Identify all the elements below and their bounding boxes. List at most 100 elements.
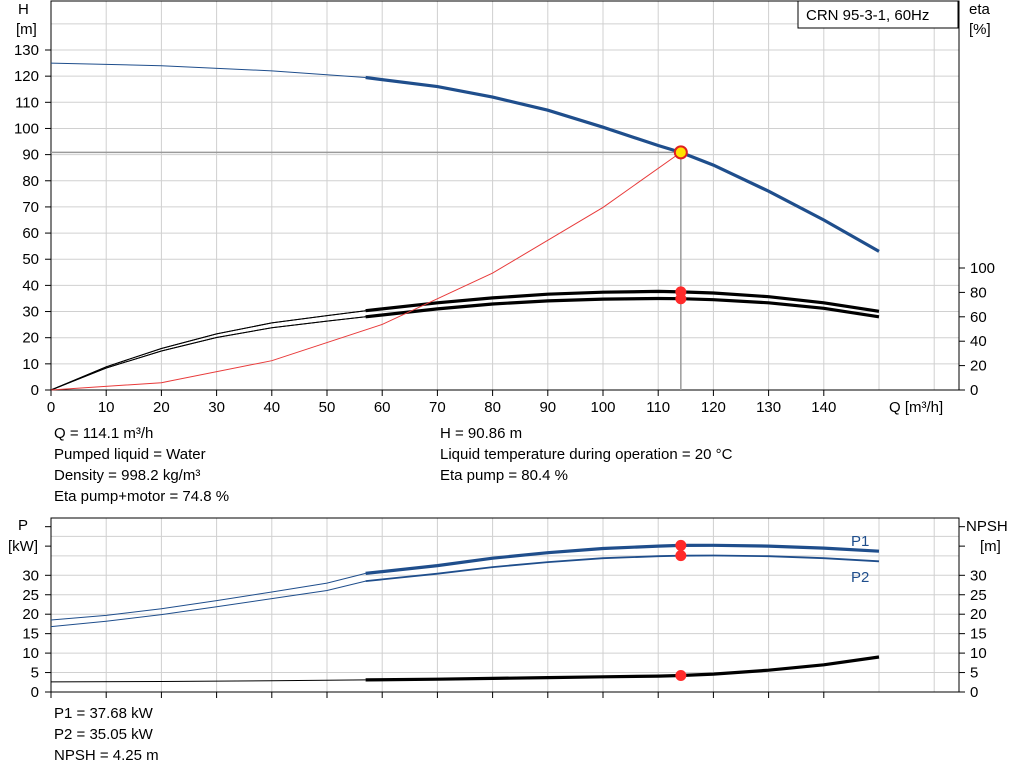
p-tick-label: 5 <box>31 665 39 682</box>
top-chart-curves <box>50 62 880 391</box>
top-chart-frame <box>50 0 960 391</box>
H-curve-extrapolated <box>50 62 366 78</box>
duty-point-head <box>673 145 688 160</box>
y2-tick-label: 0 <box>970 382 978 399</box>
eta_pump_motor-curve-outline <box>50 316 366 391</box>
y-tick-label: 100 <box>14 120 39 137</box>
info-left-block: Q = 114.1 m³/h Pumped liquid = Water Den… <box>54 423 229 507</box>
npsh-tick-label: 0 <box>970 684 978 701</box>
npsh-tick-label: 10 <box>970 645 987 662</box>
pump-model-box <box>797 0 959 29</box>
x-tick-label: 120 <box>701 399 726 416</box>
npsh-tick-label: 5 <box>970 665 978 682</box>
top-chart-duty-marks <box>673 145 688 305</box>
npsh-tick-label: 20 <box>970 606 987 623</box>
y2-tick-label: 40 <box>970 333 987 350</box>
H-curve <box>365 75 880 253</box>
info-bottom-block: P1 = 37.68 kW P2 = 35.05 kW NPSH = 4.25 … <box>54 703 159 766</box>
y-tick-label: 30 <box>22 304 39 321</box>
eta_pump-curve <box>365 289 880 313</box>
y-tick-label: 60 <box>22 225 39 242</box>
p-tick-label: 20 <box>22 606 39 623</box>
x-tick-label: 20 <box>153 399 170 416</box>
info-eta-pump-motor: Eta pump+motor = 74.8 % <box>54 488 230 505</box>
info-eta-pump: Eta pump = 80.4 % <box>440 467 568 484</box>
x-tick-label: 0 <box>47 399 55 416</box>
p2-curve <box>365 554 880 582</box>
duty-point-p2 <box>675 550 687 562</box>
bottom-chart-curves <box>50 543 880 683</box>
pump-model-title: CRN 95-3-1, 60Hz <box>806 7 929 24</box>
info-head: H = 90.86 m <box>440 425 523 442</box>
y-tick-label: 70 <box>22 199 39 216</box>
info-p1: P1 = 37.68 kW <box>54 705 153 722</box>
bottom-right-axis-unit: [m] <box>980 538 1001 555</box>
p1-curve-label: P1 <box>851 533 869 550</box>
y-tick-label: 110 <box>15 94 39 111</box>
bottom-right-axis-label: NPSH <box>966 518 1008 535</box>
top-left-axis-unit: [m] <box>16 21 37 38</box>
x-tick-label: 30 <box>208 399 225 416</box>
info-npsh: NPSH = 4.25 m <box>54 747 159 764</box>
p-tick-label: 25 <box>22 587 39 604</box>
info-pumped-liquid: Pumped liquid = Water <box>54 446 206 463</box>
y-tick-label: 0 <box>31 382 39 399</box>
y2-tick-label: 100 <box>970 260 995 277</box>
npsh-tick-label: 15 <box>970 626 987 643</box>
y-tick-label: 130 <box>14 42 39 59</box>
x-tick-label: 110 <box>646 399 670 416</box>
eta_pump-curve-outline <box>50 310 366 391</box>
y-tick-label: 10 <box>22 356 39 373</box>
p-tick-label: 30 <box>22 567 39 584</box>
bottom-left-axis-label: P <box>18 517 28 534</box>
x-tick-label: 40 <box>263 399 280 416</box>
npsh-tick-label: 30 <box>970 567 987 584</box>
npsh-curve-extrapolated <box>50 679 366 683</box>
top-left-axis-label: H <box>18 1 29 18</box>
eta_pump_motor-curve-extrapolated <box>50 316 366 391</box>
x-tick-label: 80 <box>484 399 501 416</box>
x-tick-label: 140 <box>811 399 836 416</box>
info-liquid-temperature: Liquid temperature during operation = 20… <box>440 446 733 463</box>
bottom-chart-ticks: 0 5 10 15 20 25 30 0 5 10 15 20 25 30 <box>22 526 987 701</box>
y-tick-label: 40 <box>22 277 39 294</box>
info-density: Density = 998.2 kg/m³ <box>54 467 201 484</box>
x-tick-label: 90 <box>539 399 556 416</box>
duty-point-p1 <box>675 539 687 551</box>
x-tick-label: 70 <box>429 399 446 416</box>
y-tick-label: 20 <box>22 330 39 347</box>
x-axis-label: Q [m³/h] <box>889 399 943 416</box>
y2-tick-label: 20 <box>970 358 987 375</box>
x-tick-label: 10 <box>98 399 115 416</box>
bottom-chart-frame <box>50 517 960 693</box>
y2-tick-label: 80 <box>970 284 987 301</box>
bottom-left-axis-unit: [kW] <box>8 538 38 555</box>
p-tick-label: 10 <box>22 645 39 662</box>
x-tick-label: 100 <box>590 399 615 416</box>
p1-curve-extrapolated <box>50 572 366 621</box>
top-chart-grid <box>51 1 959 390</box>
x-tick-label: 130 <box>756 399 781 416</box>
y-tick-label: 120 <box>14 68 39 85</box>
p2-curve-label: P2 <box>851 569 869 586</box>
info-right-block: H = 90.86 m Liquid temperature during op… <box>440 423 732 486</box>
info-flow: Q = 114.1 m³/h <box>54 425 154 442</box>
p1-curve <box>365 543 880 575</box>
system-curve <box>50 151 682 391</box>
bottom-chart-grid <box>51 518 959 692</box>
top-right-axis-label: eta <box>969 1 991 18</box>
npsh-tick-label: 25 <box>970 587 987 604</box>
npsh-curve <box>365 655 880 682</box>
x-tick-label: 50 <box>319 399 336 416</box>
y-tick-label: 90 <box>22 147 39 164</box>
eta_pump_motor-curve <box>365 296 880 319</box>
duty-point-eta-pump-motor <box>675 293 687 305</box>
top-chart-ticks: 0102030405060708090100110120130020406080… <box>14 42 995 416</box>
p-tick-label: 0 <box>31 684 39 701</box>
y2-tick-label: 60 <box>970 309 987 326</box>
x-tick-label: 60 <box>374 399 391 416</box>
p2-curve-extrapolated <box>50 580 366 628</box>
p-tick-label: 15 <box>22 626 39 643</box>
y-tick-label: 80 <box>22 173 39 190</box>
